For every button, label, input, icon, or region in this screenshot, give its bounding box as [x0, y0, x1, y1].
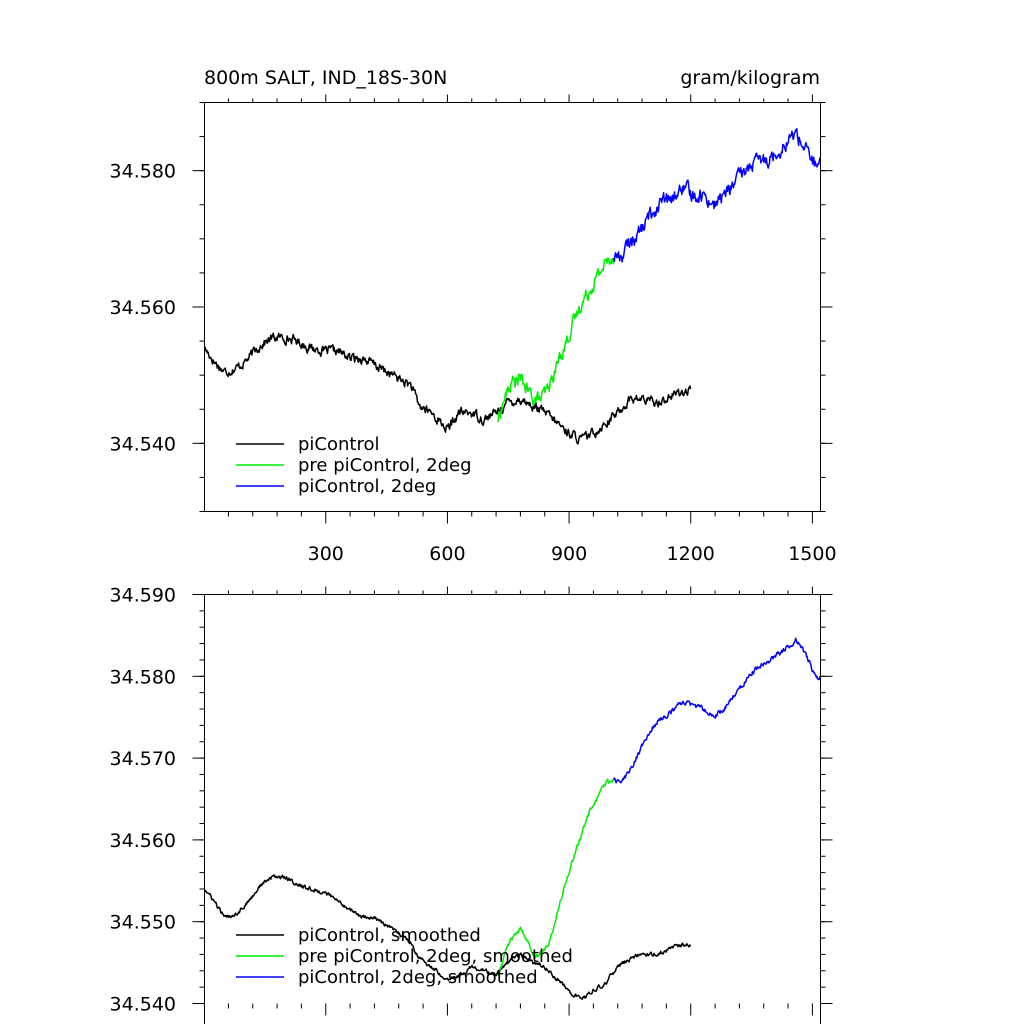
bottom-series: [203, 637, 821, 1001]
plot-frame-top: [204, 102, 821, 512]
legend-label: piControl, 2deg: [298, 476, 436, 497]
y-tick-label: 34.560: [110, 830, 176, 852]
y-tick-label: 34.550: [110, 912, 176, 934]
x-tick-label: 1200: [667, 543, 715, 565]
panel-top: 800m SALT, IND_18S-30N gram/kilogram 300…: [110, 67, 837, 565]
chart-title: 800m SALT, IND_18S-30N: [204, 67, 447, 89]
y-tick-label: 34.540: [110, 994, 176, 1016]
bottom-ticks: 34.540 34.550 34.560 34.570 34.580 34.590: [110, 585, 833, 1016]
top-ticks: 300 600 900 1200 1500 34.540 34.560 34.580: [110, 94, 837, 565]
y-tick-label: 34.540: [110, 433, 176, 455]
series-line: [497, 257, 615, 422]
y-tick-label: 34.580: [110, 161, 176, 183]
y-tick-label: 34.560: [110, 297, 176, 319]
legend-label: pre piControl, 2deg: [298, 455, 472, 476]
series-line: [497, 778, 615, 976]
series-line: [612, 128, 821, 263]
x-tick-label: 900: [551, 543, 587, 565]
series-line: [203, 332, 692, 445]
y-tick-label: 34.590: [110, 585, 176, 607]
y-tick-label: 34.580: [110, 666, 176, 688]
x-tick-label: 600: [429, 543, 465, 565]
series-line: [203, 874, 692, 1001]
legend-label: piControl, 2deg, smoothed: [298, 967, 538, 988]
legend-label: piControl: [298, 434, 380, 455]
x-tick-label: 300: [308, 543, 344, 565]
panel-bottom: 34.540 34.550 34.560 34.570 34.580 34.590 piC…: [110, 585, 833, 1024]
units-label: gram/kilogram: [680, 67, 820, 89]
series-line: [613, 637, 821, 784]
top-series: [203, 128, 821, 445]
legend-label: piControl, smoothed: [298, 925, 481, 946]
y-tick-label: 34.570: [110, 748, 176, 770]
legend-label: pre piControl, 2deg, smoothed: [298, 946, 573, 967]
x-tick-label: 1500: [788, 543, 836, 565]
